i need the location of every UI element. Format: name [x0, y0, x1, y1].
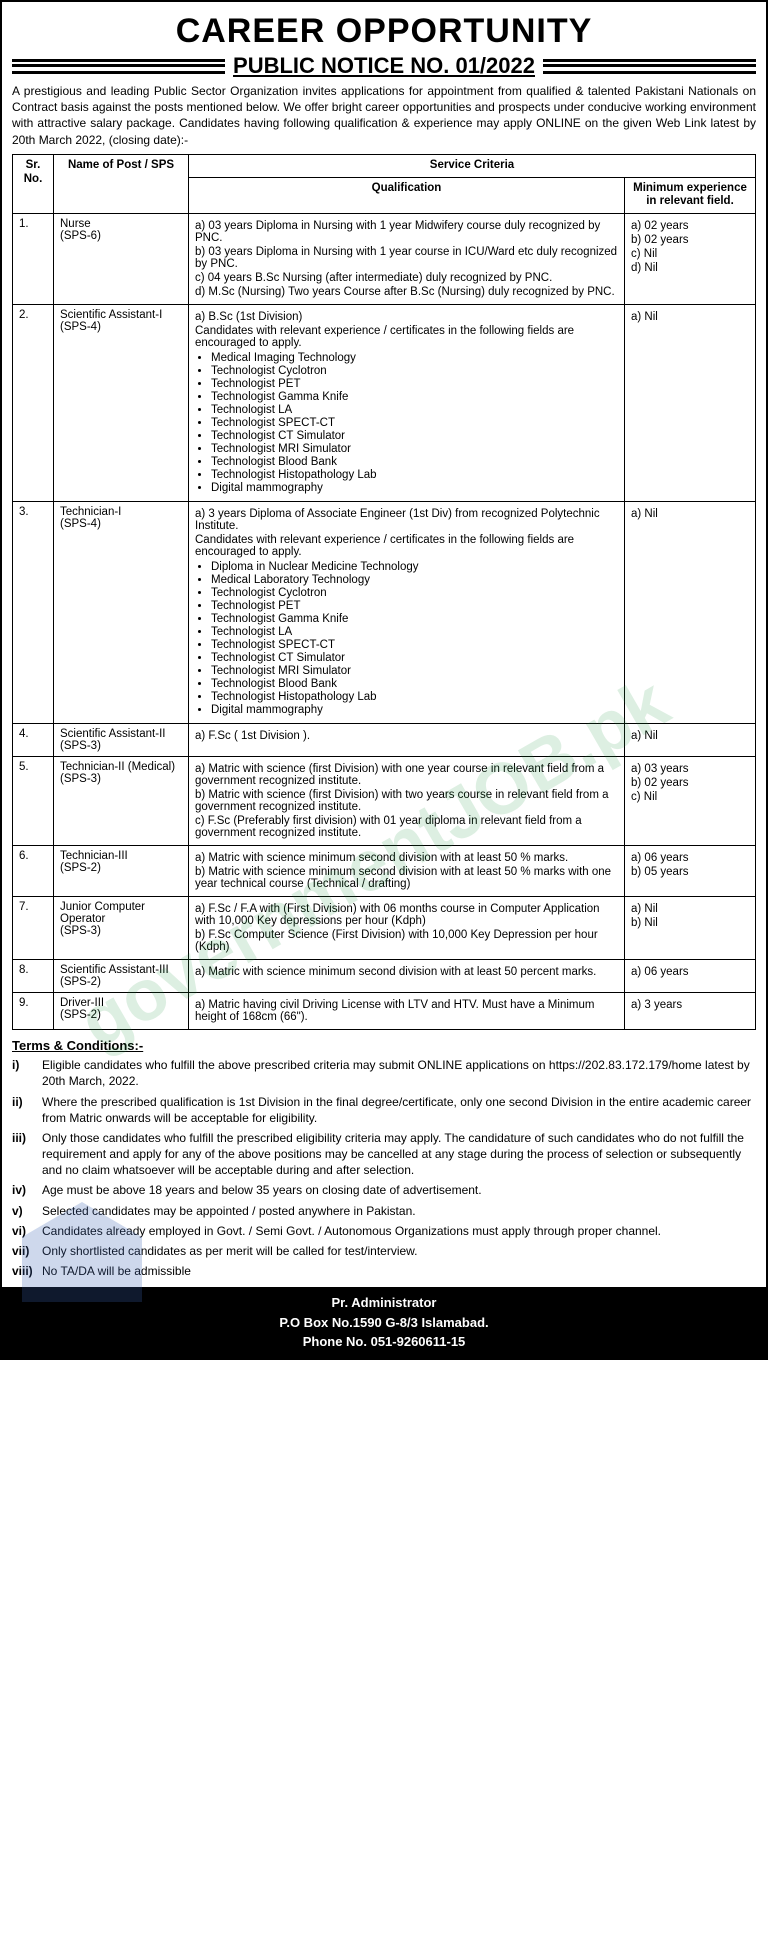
footer: Pr. Administrator P.O Box No.1590 G-8/3 … [2, 1287, 766, 1358]
cell-post: Nurse(SPS-6) [54, 214, 189, 305]
bar-right [543, 59, 756, 74]
footer-line1: Pr. Administrator [8, 1293, 760, 1313]
cell-exp: a) Nil [625, 305, 756, 502]
tc-heading: Terms & Conditions:- [12, 1038, 756, 1053]
table-row: 4.Scientific Assistant-II(SPS-3)a) F.Sc … [13, 724, 756, 757]
th-sr: Sr. No. [13, 154, 54, 213]
th-exp: Minimum experience in relevant field. [625, 177, 756, 214]
cell-sr: 5. [13, 757, 54, 846]
table-row: 7.Junior Computer Operator(SPS-3)a) F.Sc… [13, 897, 756, 960]
cell-sr: 7. [13, 897, 54, 960]
cell-sr: 3. [13, 502, 54, 724]
cell-exp: a) Nil [625, 724, 756, 757]
cell-qual: a) B.Sc (1st Division)Candidates with re… [189, 305, 625, 502]
table-row: 5.Technician-II (Medical)(SPS-3)a) Matri… [13, 757, 756, 846]
th-service: Service Criteria [189, 154, 756, 177]
term-item: v)Selected candidates may be appointed /… [12, 1203, 756, 1219]
cell-qual: a) Matric having civil Driving License w… [189, 993, 625, 1030]
term-item: iii)Only those candidates who fulfill th… [12, 1130, 756, 1179]
cell-post: Junior Computer Operator(SPS-3) [54, 897, 189, 960]
cell-exp: a) Nilb) Nil [625, 897, 756, 960]
cell-exp: a) 03 yearsb) 02 yearsc) Nil [625, 757, 756, 846]
cell-post: Scientific Assistant-II(SPS-3) [54, 724, 189, 757]
cell-sr: 2. [13, 305, 54, 502]
table-row: 2.Scientific Assistant-I(SPS-4)a) B.Sc (… [13, 305, 756, 502]
table-row: 9.Driver-III(SPS-2)a) Matric having civi… [13, 993, 756, 1030]
cell-exp: a) 06 years [625, 960, 756, 993]
jobs-table: Sr. No. Name of Post / SPS Service Crite… [12, 154, 756, 1030]
cell-qual: a) 03 years Diploma in Nursing with 1 ye… [189, 214, 625, 305]
footer-line3: Phone No. 051-9260611-15 [8, 1332, 760, 1352]
cell-sr: 8. [13, 960, 54, 993]
cell-exp: a) Nil [625, 502, 756, 724]
cell-qual: a) Matric with science minimum second di… [189, 846, 625, 897]
table-row: 1.Nurse(SPS-6)a) 03 years Diploma in Nur… [13, 214, 756, 305]
cell-post: Scientific Assistant-I(SPS-4) [54, 305, 189, 502]
intro-text: A prestigious and leading Public Sector … [12, 83, 756, 148]
cell-exp: a) 02 yearsb) 02 yearsc) Nild) Nil [625, 214, 756, 305]
cell-post: Technician-I(SPS-4) [54, 502, 189, 724]
cell-qual: a) Matric with science minimum second di… [189, 960, 625, 993]
public-notice: PUBLIC NOTICE NO. 01/2022 [225, 53, 543, 79]
cell-sr: 6. [13, 846, 54, 897]
footer-line2: P.O Box No.1590 G-8/3 Islamabad. [8, 1313, 760, 1333]
cell-post: Technician-II (Medical)(SPS-3) [54, 757, 189, 846]
terms-list: i)Eligible candidates who fulfill the ab… [12, 1057, 756, 1279]
term-item: vii)Only shortlisted candidates as per m… [12, 1243, 756, 1259]
cell-post: Technician-III(SPS-2) [54, 846, 189, 897]
term-item: viii)No TA/DA will be admissible [12, 1263, 756, 1279]
table-row: 3.Technician-I(SPS-4)a) 3 years Diploma … [13, 502, 756, 724]
term-item: i)Eligible candidates who fulfill the ab… [12, 1057, 756, 1089]
cell-qual: a) Matric with science (first Division) … [189, 757, 625, 846]
th-qual: Qualification [189, 177, 625, 214]
th-post: Name of Post / SPS [54, 154, 189, 213]
cell-post: Scientific Assistant-III(SPS-2) [54, 960, 189, 993]
term-item: iv)Age must be above 18 years and below … [12, 1182, 756, 1198]
cell-sr: 9. [13, 993, 54, 1030]
bar-left [12, 59, 225, 74]
page: governmentJOB.pk CAREER OPPORTUNITY PUBL… [0, 0, 768, 1360]
term-item: ii)Where the prescribed qualification is… [12, 1094, 756, 1126]
cell-qual: a) 3 years Diploma of Associate Engineer… [189, 502, 625, 724]
cell-qual: a) F.Sc / F.A with (First Division) with… [189, 897, 625, 960]
term-item: vi)Candidates already employed in Govt. … [12, 1223, 756, 1239]
cell-exp: a) 3 years [625, 993, 756, 1030]
cell-sr: 1. [13, 214, 54, 305]
table-row: 6.Technician-III(SPS-2)a) Matric with sc… [13, 846, 756, 897]
notice-row: PUBLIC NOTICE NO. 01/2022 [12, 53, 756, 79]
page-title: CAREER OPPORTUNITY [12, 12, 756, 51]
table-row: 8.Scientific Assistant-III(SPS-2)a) Matr… [13, 960, 756, 993]
cell-qual: a) F.Sc ( 1st Division ). [189, 724, 625, 757]
cell-sr: 4. [13, 724, 54, 757]
cell-exp: a) 06 yearsb) 05 years [625, 846, 756, 897]
cell-post: Driver-III(SPS-2) [54, 993, 189, 1030]
